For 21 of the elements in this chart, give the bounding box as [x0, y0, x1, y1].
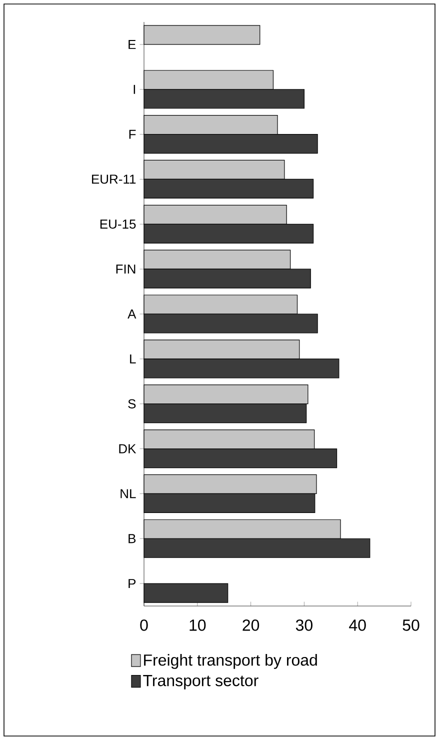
y-tick-label: DK — [119, 444, 136, 454]
x-tick-label: 20 — [242, 620, 260, 631]
legend-label: Freight transport by road — [144, 654, 317, 669]
x-tick-label: 0 — [140, 620, 148, 631]
x-tick-label: 30 — [296, 620, 312, 631]
y-tick-label: NL — [120, 489, 136, 498]
y-tick-label: A — [128, 310, 136, 318]
y-tick-label: EUR-11 — [92, 174, 136, 184]
y-tick-label: S — [128, 399, 136, 408]
y-tick-label: P — [128, 579, 136, 588]
y-tick-label: I — [134, 84, 136, 94]
y-tick-label: EU-15 — [100, 220, 136, 229]
y-tick-label: FIN — [116, 264, 136, 274]
y-tick-label: L — [130, 354, 136, 364]
y-tick-label: E — [128, 40, 136, 49]
legend-label: Transport sector — [143, 675, 258, 690]
y-tick-label: B — [128, 534, 136, 544]
x-tick-label: 10 — [190, 620, 206, 631]
y-tick-label: F — [129, 130, 136, 139]
x-tick-label: 50 — [402, 620, 420, 631]
x-tick-label: 40 — [349, 620, 366, 631]
